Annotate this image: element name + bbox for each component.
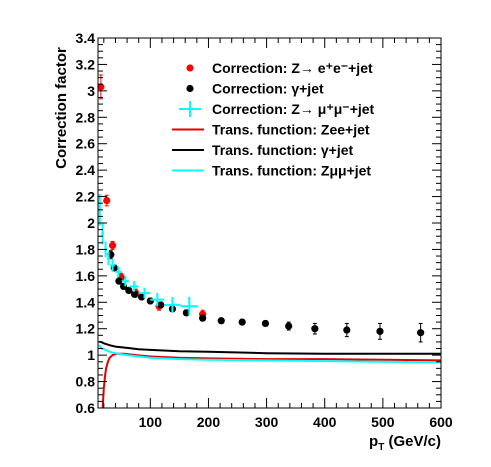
point-marker	[238, 318, 246, 326]
legend-label: Trans. function: Zee+jet	[212, 122, 370, 138]
y-tick-label: 3.4	[76, 30, 96, 46]
point-marker	[285, 322, 293, 330]
y-tick-label: 3.2	[76, 56, 96, 72]
x-tick-label: 500	[371, 414, 395, 430]
cross-point	[180, 297, 198, 316]
cross-point	[129, 281, 139, 292]
data-point	[97, 74, 105, 100]
legend-label: Correction: Z→ e⁺e⁻+jet	[212, 60, 373, 76]
y-tick-label: 0.6	[76, 400, 96, 416]
x-tick-label: 400	[313, 414, 337, 430]
correction-points	[97, 74, 425, 343]
data-point	[376, 322, 384, 340]
y-tick-label: 2.8	[76, 109, 96, 125]
y-tick-label: 1	[87, 347, 95, 363]
point-marker	[131, 290, 139, 298]
legend-entry: Correction: γ+jet	[186, 81, 324, 97]
legend-label: Correction: Z→ μ⁺μ⁻+jet	[212, 101, 375, 117]
cross-point	[107, 252, 110, 266]
data-point	[131, 290, 139, 298]
data-point	[261, 319, 270, 328]
point-marker	[115, 277, 123, 285]
data-point	[108, 241, 117, 250]
x-axis-title-unit: (GeV/c)	[384, 433, 441, 450]
y-tick-label: 1.6	[76, 268, 96, 284]
data-point	[125, 286, 133, 294]
data-point	[285, 321, 293, 331]
legend-marker	[186, 84, 194, 93]
data-point	[182, 309, 190, 317]
y-tick-label: 2.6	[76, 136, 96, 152]
point-marker	[199, 314, 207, 322]
y-tick-label: 1.2	[76, 321, 96, 337]
point-marker	[108, 241, 117, 250]
legend-entry: Trans. function: Zμμ+jet	[172, 163, 371, 179]
point-marker	[125, 286, 133, 294]
y-axis-title: Correction factor	[53, 47, 70, 169]
y-tick-label: 2.2	[76, 189, 96, 205]
y-tick-label: 2.4	[76, 162, 96, 178]
point-marker	[376, 327, 384, 335]
data-point	[238, 318, 246, 326]
point-marker	[103, 196, 111, 205]
legend-entry: Correction: Z→ e⁺e⁻+jet	[186, 60, 373, 76]
point-marker	[343, 326, 351, 334]
cross-point	[101, 223, 105, 245]
data-point	[157, 301, 165, 309]
data-point	[138, 293, 146, 301]
x-tick-label: 300	[255, 414, 279, 430]
cross-point	[110, 258, 115, 272]
x-axis-title-subscript: T	[378, 442, 384, 453]
y-tick-label: 0.8	[76, 374, 96, 390]
cross-point	[164, 297, 181, 313]
point-marker	[417, 329, 425, 337]
cross-point	[150, 293, 165, 307]
point-marker	[146, 297, 154, 305]
legend: Correction: Z→ e⁺e⁻+jet Correction: γ+jet…	[172, 60, 375, 179]
legend-label: Correction: γ+jet	[212, 81, 324, 97]
cross-point	[121, 275, 129, 287]
legend-entry: Trans. function: Zee+jet	[172, 122, 370, 138]
x-tick-label: 100	[139, 414, 163, 430]
data-point	[146, 297, 154, 305]
cross-point	[115, 266, 122, 278]
point-marker	[217, 317, 225, 325]
legend-entry: Correction: Z→ μ⁺μ⁻+jet	[179, 101, 375, 117]
y-tick-label: 2	[87, 215, 95, 231]
point-marker	[311, 325, 319, 333]
y-axis: 0.6 0.8 1 1.2 1.4 1.6 1.8 2 2.2 2.4 2.6 2.8 3 3.2 3.4	[76, 30, 441, 416]
x-tick-label: 600	[429, 414, 453, 430]
point-marker	[138, 293, 146, 301]
x-axis-title-main: p	[369, 433, 378, 450]
x-tick-label: 200	[197, 414, 221, 430]
data-point	[343, 322, 351, 338]
y-tick-label: 3	[87, 83, 95, 99]
data-point	[199, 314, 207, 322]
legend-marker	[186, 64, 194, 72]
cross-point	[138, 287, 151, 299]
data-point	[311, 322, 319, 335]
legend-label: Trans. function: Zμμ+jet	[212, 163, 371, 179]
legend-entry: Trans. function: γ+jet	[172, 142, 354, 158]
point-marker	[157, 301, 165, 309]
x-axis: 100 200 300 400 500 600	[103, 38, 453, 430]
data-point	[217, 317, 225, 325]
point-marker	[261, 319, 270, 328]
y-tick-label: 1.4	[76, 294, 96, 310]
point-marker	[97, 83, 105, 91]
point-marker	[182, 309, 190, 317]
data-point	[103, 194, 111, 207]
legend-label: Trans. function: γ+jet	[212, 142, 354, 158]
series-line-4	[99, 340, 441, 355]
data-point	[417, 322, 425, 343]
y-tick-label: 1.8	[76, 241, 96, 257]
data-point	[115, 277, 123, 285]
x-axis-title: pT (GeV/c)	[369, 433, 441, 453]
